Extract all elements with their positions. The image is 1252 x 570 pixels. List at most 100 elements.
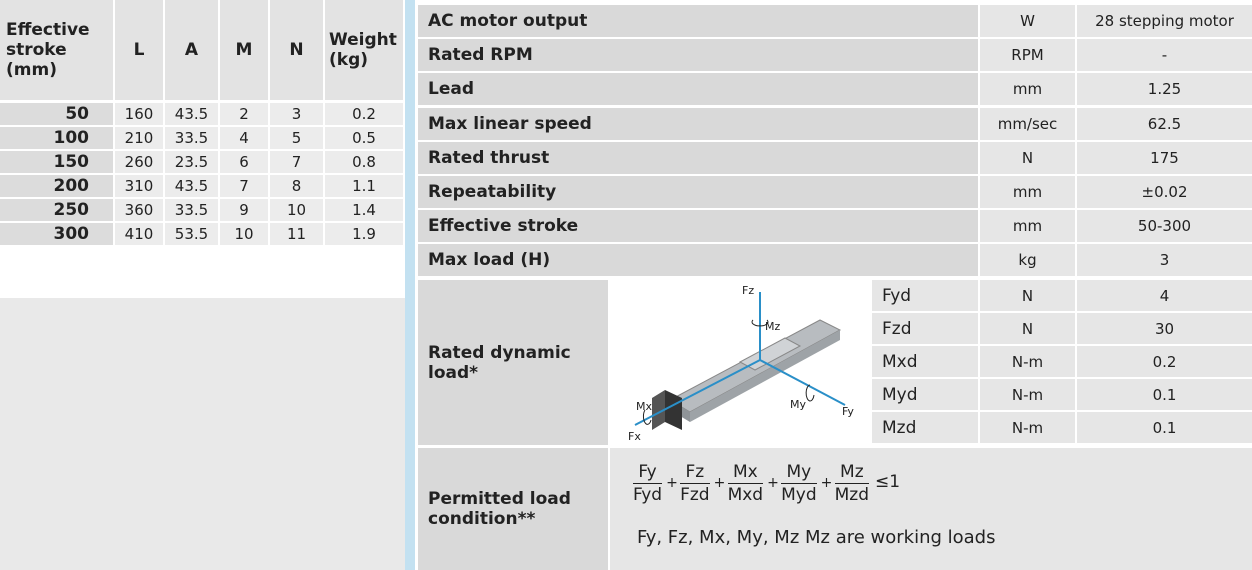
spec-value: 3	[1077, 244, 1252, 276]
table-cell: 53.5	[165, 223, 218, 245]
load-name: Fzd	[872, 313, 978, 344]
fraction: Mx Mxd	[728, 462, 764, 505]
fraction-num: Mx	[733, 462, 758, 482]
table-cell: 7	[220, 175, 268, 197]
fraction-bar	[835, 483, 869, 484]
table-cell: 1.1	[325, 175, 403, 197]
column-header: N	[270, 0, 323, 100]
spec-value: 50-300	[1077, 210, 1252, 242]
table-cell: 410	[115, 223, 163, 245]
table-cell: 8	[270, 175, 323, 197]
spec-unit: kg	[980, 244, 1075, 276]
spec-unit: mm/sec	[980, 108, 1075, 140]
table-cell: 0.8	[325, 151, 403, 173]
plus-sign: +	[666, 475, 678, 491]
figure-label: Mx	[636, 400, 652, 413]
spec-unit: N-m	[980, 379, 1075, 410]
fraction-den: Fyd	[633, 485, 662, 505]
spec-unit: mm	[980, 73, 1075, 105]
fraction-den: Mxd	[728, 485, 764, 505]
table-cell: 310	[115, 175, 163, 197]
plus-sign: +	[714, 475, 726, 491]
table-cell: 360	[115, 199, 163, 221]
row-header: 50	[0, 103, 113, 125]
spec-label: Max linear speed	[418, 108, 978, 140]
figure-label: My	[790, 398, 806, 411]
column-header: Effective stroke (mm)	[0, 0, 113, 100]
table-cell: 160	[115, 103, 163, 125]
spec-label: Rated RPM	[418, 39, 978, 71]
row-header: 150	[0, 151, 113, 173]
figure-label: Fy	[842, 405, 854, 418]
spec-value: 175	[1077, 142, 1252, 174]
table-cell: 43.5	[165, 175, 218, 197]
spec-unit: W	[980, 5, 1075, 37]
section-label: Rated dynamic load*	[418, 280, 608, 445]
spec-value: 62.5	[1077, 108, 1252, 140]
fraction-bar	[781, 483, 817, 484]
table-cell: 33.5	[165, 127, 218, 149]
figure-label: Mz	[765, 320, 780, 333]
load-name: Mzd	[872, 412, 978, 443]
spec-value: 4	[1077, 280, 1252, 311]
fraction: Fz Fzd	[680, 462, 710, 505]
fraction: Mz Mzd	[835, 462, 869, 505]
plus-sign: +	[767, 475, 779, 491]
column-header: M	[220, 0, 268, 100]
table-cell: 0.2	[325, 103, 403, 125]
table-cell: 1.9	[325, 223, 403, 245]
spec-value: -	[1077, 39, 1252, 71]
fraction-bar	[633, 483, 662, 484]
fraction-num: Fz	[685, 462, 704, 482]
row-header: 200	[0, 175, 113, 197]
table-cell: 6	[220, 151, 268, 173]
row-header: 250	[0, 199, 113, 221]
fraction-num: Mz	[840, 462, 864, 482]
section-label: Permitted load condition**	[418, 448, 608, 570]
table-cell: 9	[220, 199, 268, 221]
table-cell: 0.5	[325, 127, 403, 149]
spec-unit: RPM	[980, 39, 1075, 71]
fraction-den: Fzd	[680, 485, 710, 505]
formula-note: Fy, Fz, Mx, My, Mz Mz are working loads	[637, 527, 996, 548]
table-cell: 10	[270, 199, 323, 221]
load-name: Myd	[872, 379, 978, 410]
spec-value: ±0.02	[1077, 176, 1252, 208]
fraction: Fy Fyd	[633, 462, 662, 505]
divider	[405, 0, 415, 570]
spec-value: 0.1	[1077, 379, 1252, 410]
fraction-den: Mzd	[835, 485, 869, 505]
load-name: Mxd	[872, 346, 978, 377]
column-header: Weight (kg)	[325, 0, 403, 100]
spec-unit: N	[980, 142, 1075, 174]
spec-value: 30	[1077, 313, 1252, 344]
filler	[0, 298, 405, 570]
table-cell: 210	[115, 127, 163, 149]
spec-unit: N	[980, 313, 1075, 344]
fraction-bar	[680, 483, 710, 484]
spec-unit: N-m	[980, 346, 1075, 377]
spec-label: AC motor output	[418, 5, 978, 37]
spec-sheet: Fz Mz Mx Fx My Fy Effective stroke (mm)L…	[0, 0, 1252, 570]
spec-label: Effective stroke	[418, 210, 978, 242]
spec-unit: N-m	[980, 412, 1075, 443]
spec-value: 1.25	[1077, 73, 1252, 105]
fraction-den: Myd	[781, 485, 817, 505]
table-cell: 23.5	[165, 151, 218, 173]
figure-label: Fx	[628, 430, 641, 443]
spec-label: Max load (H)	[418, 244, 978, 276]
load-name: Fyd	[872, 280, 978, 311]
fraction: MyMyd	[781, 462, 817, 505]
fraction-bar	[728, 483, 764, 484]
table-cell: 10	[220, 223, 268, 245]
fraction-num: Fy	[638, 462, 656, 482]
column-header: L	[115, 0, 163, 100]
table-cell: 5	[270, 127, 323, 149]
row-header: 300	[0, 223, 113, 245]
table-cell: 11	[270, 223, 323, 245]
figure-label: Fz	[742, 284, 754, 297]
column-header: A	[165, 0, 218, 100]
spec-label: Lead	[418, 73, 978, 105]
spec-value: 0.2	[1077, 346, 1252, 377]
table-cell: 3	[270, 103, 323, 125]
